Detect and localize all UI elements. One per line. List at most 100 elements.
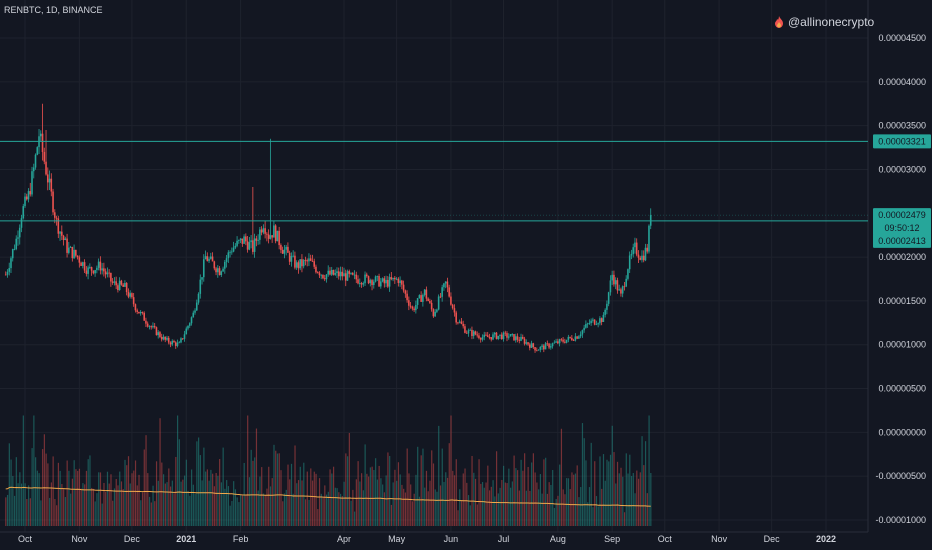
volume-bar [622,476,624,526]
volume-bar [536,482,538,526]
volume-bar [436,491,438,526]
candle-body [10,258,12,269]
candle-body [527,342,529,345]
candle-body [78,257,81,263]
volume-bar [506,483,508,526]
candle-body [367,276,370,284]
candle-body [215,268,217,273]
volume-bar [369,467,371,526]
candle-body [450,296,452,305]
candle-body [353,274,356,276]
candle-body [101,268,103,271]
candle-body [607,292,610,304]
candle-body [218,268,221,276]
candle-body [497,335,500,339]
volume-bar [539,474,542,526]
volume-bar [297,480,300,526]
candle-body [22,206,25,219]
candle-body [6,271,9,275]
candle-body [455,312,457,323]
candle-body [206,256,209,262]
price-tick-label: 0.00000000 [878,427,926,437]
volume-bar [359,481,361,526]
volume-bar [420,455,422,526]
volume-bar [254,457,256,526]
volume-bar [198,437,200,526]
volume-bar [19,472,21,526]
candle-body [579,334,582,337]
candle-body [581,330,584,335]
volume-bar [497,493,499,526]
last-price-box [873,208,931,236]
volume-bar [84,484,86,526]
candle-body [514,336,517,341]
volume-bar [546,493,549,526]
candle-body [330,269,333,275]
volume-bar [91,487,93,526]
candle-body [564,341,566,343]
volume-bar [520,459,522,526]
volume-bar [294,445,296,526]
candle-body [173,340,175,343]
volume-bar [136,485,138,526]
volume-bar [341,496,343,526]
candle-body [143,312,145,321]
volume-bar [389,455,391,526]
volume-bar [473,472,475,526]
volume-bar [283,493,286,526]
candle-body [297,262,300,269]
volume-bar [226,480,228,526]
candle-body [408,300,410,306]
volume-bar [154,501,156,526]
volume-bar [380,478,382,526]
volume-bar [140,500,142,526]
volume-bar [28,485,30,526]
candle-body [220,271,223,276]
volume-bar [77,470,79,526]
volume-bar [446,477,449,526]
volume-bar [131,473,133,526]
volume-bar [192,484,194,526]
volume-bar [101,503,103,526]
volume-bar [187,490,189,526]
candle-body [187,325,189,329]
candle-body [548,343,550,348]
volume-bar [110,474,112,526]
candle-body [171,340,174,345]
volume-bar [213,486,215,526]
candle-body [295,262,298,268]
volume-bar [608,461,610,526]
volume-bar [183,475,186,526]
candle-body [341,271,344,277]
candle-body [45,161,47,175]
candle-body [246,241,249,250]
candle-body [311,260,314,262]
volume-bar [318,478,321,526]
volume-bar [304,499,307,526]
candle-body [532,343,535,348]
candle-body [458,321,461,323]
candle-body [451,304,454,309]
candle-body [306,260,308,262]
volume-bar [168,468,170,526]
candle-body [623,286,626,288]
volume-bar [276,453,279,526]
candle-body [75,249,77,256]
candle-body [281,249,284,254]
candle-body [273,225,275,238]
candle-body [73,249,75,259]
volume-bar [488,490,491,526]
candle-body [365,274,368,277]
candle-body [439,296,442,298]
volume-bar [585,460,587,526]
volume-bar [569,489,571,526]
time-tick-label: 2022 [816,534,836,544]
candle-body [460,321,463,324]
candle-body [492,334,494,340]
candle-body [68,247,70,253]
volume-bar [5,497,7,526]
candle-body [152,325,154,328]
candle-body [539,346,542,350]
volume-bar [650,472,652,526]
